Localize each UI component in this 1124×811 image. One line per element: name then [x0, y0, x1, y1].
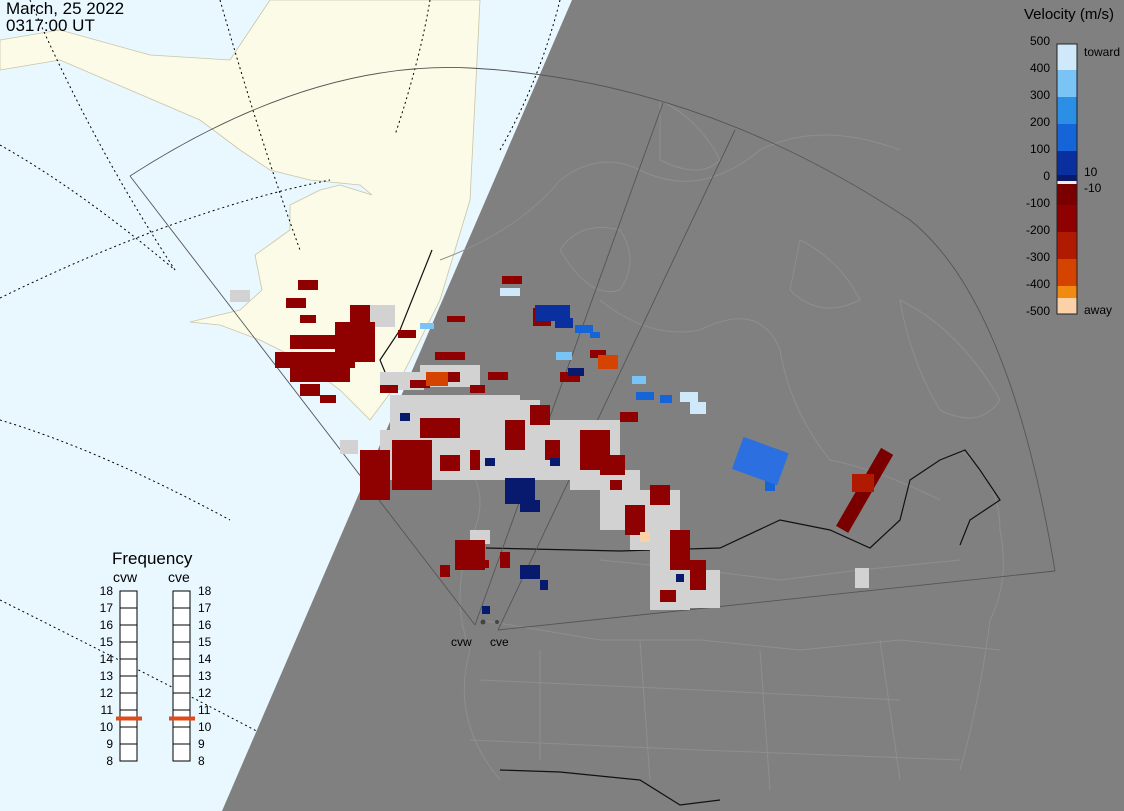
velocity-tick-label: 0 [1043, 169, 1050, 183]
night-shade [222, 0, 1124, 811]
frequency-panel-boxes [119, 590, 191, 762]
frequency-tick-left: 13 [99, 669, 113, 683]
radar-fov [129, 67, 1056, 631]
frequency-tick-right: 13 [198, 669, 212, 683]
frequency-tick-left: 12 [99, 686, 113, 700]
frequency-tick-left: 10 [99, 720, 113, 734]
frequency-cell [119, 692, 138, 711]
coastlines [439, 99, 1004, 791]
frequency-tick-right: 11 [198, 703, 211, 717]
plot-date: March, 25 2022 [6, 0, 125, 18]
frequency-cell [172, 675, 191, 694]
cve-frequency-bar [172, 590, 191, 762]
frequency-cell [119, 590, 138, 609]
velocity-tick-label: 300 [1029, 88, 1050, 102]
minus-ten-label: -10 [1084, 181, 1102, 195]
velocity-tick-label: -300 [1025, 250, 1050, 264]
velocity-tick-label: -100 [1025, 196, 1050, 210]
frequency-tick-left: 15 [99, 635, 113, 649]
velocity-tick-label: -500 [1025, 304, 1050, 318]
frequency-tick-right: 9 [198, 737, 205, 751]
frequency-tick-left: 9 [106, 737, 113, 751]
doppler-velocity-cells [275, 276, 894, 614]
us-canada-border [485, 449, 1001, 552]
velocity-colorbar [1056, 43, 1078, 315]
frequency-cell [119, 743, 138, 762]
frequency-cell [172, 590, 191, 609]
velocity-tick-label: 400 [1029, 61, 1050, 75]
radar-site-cve [495, 620, 499, 624]
frequency-cell [172, 743, 191, 762]
alaska-border [379, 249, 433, 373]
frequency-cell [119, 624, 138, 643]
frequency-cell [172, 624, 191, 643]
frequency-tick-right: 8 [198, 754, 205, 768]
mexico-border [499, 769, 721, 806]
velocity-tick-label: 100 [1029, 142, 1050, 156]
cvw-radar-label: cvw [113, 569, 138, 585]
frequency-tick-right: 16 [198, 618, 212, 632]
velocity-tick-label: -400 [1025, 277, 1050, 291]
frequency-tick-left: 14 [99, 652, 113, 666]
toward-label: toward [1084, 45, 1121, 59]
velocity-tick-label: 500 [1029, 34, 1050, 48]
cvw-frequency-marker [116, 716, 142, 721]
frequency-tick-left: 11 [100, 703, 113, 717]
frequency-tick-left: 8 [106, 754, 113, 768]
away-label: away [1084, 303, 1113, 317]
site-label-cve: cve [490, 635, 509, 649]
frequency-tick-right: 17 [198, 601, 212, 615]
velocity-tick-label: -200 [1025, 223, 1050, 237]
frequency-cell [172, 607, 191, 626]
cve-radar-label: cve [168, 569, 190, 585]
frequency-tick-left: 17 [99, 601, 113, 615]
frequency-cell [119, 641, 138, 660]
frequency-cell [119, 675, 138, 694]
frequency-tick-right: 12 [198, 686, 212, 700]
frequency-tick-left: 16 [99, 618, 113, 632]
radar-site-cvw [480, 619, 486, 625]
frequency-title: Frequency [112, 549, 193, 568]
frequency-cell [172, 641, 191, 660]
frequency-cell [119, 658, 138, 677]
frequency-tick-left: 18 [99, 584, 113, 598]
ten-label: 10 [1084, 165, 1098, 179]
cvw-frequency-bar [119, 590, 138, 762]
velocity-scale-title: Velocity (m/s) [1023, 6, 1114, 23]
velocity-tick-label: 200 [1029, 115, 1050, 129]
frequency-tick-right: 10 [198, 720, 212, 734]
frequency-cell [119, 607, 138, 626]
plot-time: 0317:00 UT [6, 16, 95, 35]
site-label-cvw: cvw [451, 635, 472, 649]
frequency-cell [172, 726, 191, 745]
frequency-tick-right: 18 [198, 584, 212, 598]
frequency-tick-right: 14 [198, 652, 212, 666]
frequency-cell [119, 726, 138, 745]
frequency-cell [172, 692, 191, 711]
cve-frequency-marker [169, 716, 195, 721]
frequency-cell [172, 658, 191, 677]
frequency-tick-right: 15 [198, 635, 212, 649]
